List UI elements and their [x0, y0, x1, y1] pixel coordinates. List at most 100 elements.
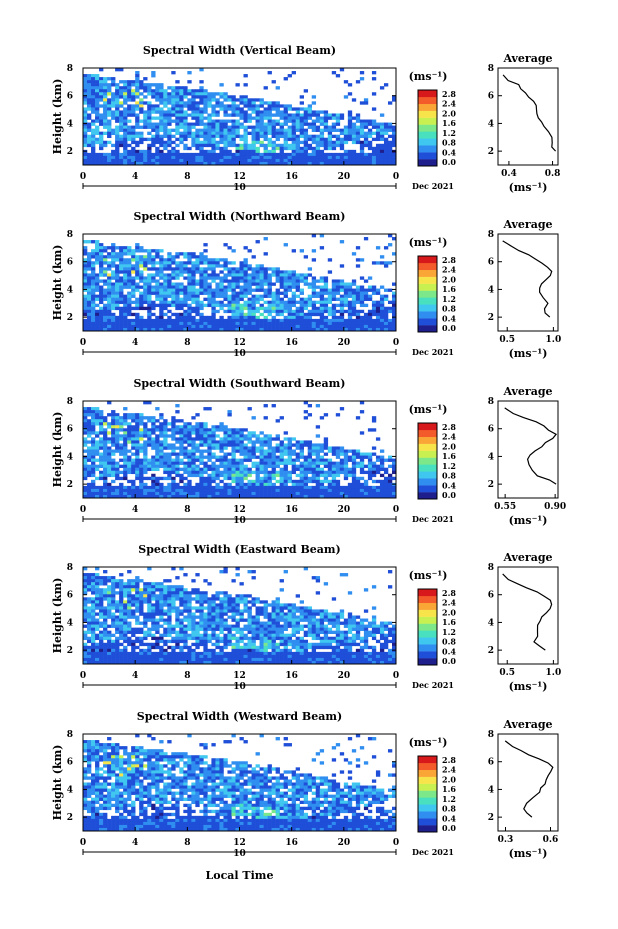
heatmap-cell	[191, 140, 196, 145]
heatmap-cell	[199, 428, 204, 432]
average-unit: (ms⁻¹)	[509, 514, 548, 527]
colorbar-segment	[418, 325, 437, 333]
heatmap-cell	[255, 155, 260, 160]
heatmap-cell	[103, 324, 108, 329]
heatmap-cell	[95, 567, 100, 571]
heatmap-cell	[119, 288, 124, 292]
heatmap-cell	[183, 461, 188, 465]
heatmap-cell	[123, 155, 128, 160]
heatmap-cell	[203, 422, 208, 426]
heatmap-cell	[287, 74, 292, 78]
x-tick-label: 16	[285, 172, 298, 182]
heatmap-cell	[171, 282, 176, 286]
heatmap-cell	[223, 485, 228, 490]
heatmap-cell	[175, 95, 180, 99]
heatmap-cell	[163, 161, 168, 166]
heatmap-cell	[247, 279, 252, 283]
heatmap-cell	[271, 318, 276, 323]
heatmap	[83, 234, 397, 332]
heatmap-cell	[91, 467, 96, 472]
heatmap-cell	[351, 140, 357, 145]
heatmap-cell	[227, 428, 232, 432]
heatmap-cell	[255, 137, 260, 142]
heatmap-cell	[143, 279, 148, 283]
heatmap-cell	[351, 324, 357, 329]
heatmap-cell	[207, 464, 212, 468]
heatmap-cell	[199, 482, 204, 487]
heatmap-cell	[175, 327, 180, 332]
heatmap-cell	[231, 110, 236, 114]
heatmap-cell	[123, 276, 128, 280]
heatmap-cell	[231, 491, 236, 496]
heatmap-cell	[363, 279, 369, 283]
heatmap-cell	[139, 264, 144, 268]
heatmap-cell	[219, 291, 224, 295]
heatmap-cell	[343, 137, 349, 142]
heatmap-cell	[239, 449, 244, 453]
heatmap-cell	[275, 279, 280, 283]
heatmap-cell	[187, 297, 192, 301]
heatmap-cell	[95, 80, 100, 84]
heatmap-cell	[391, 491, 397, 496]
average-line	[504, 407, 558, 485]
heatmap-cell	[231, 485, 236, 490]
heatmap-cell	[171, 119, 176, 123]
heatmap-cell	[111, 449, 116, 453]
heatmap-cell	[271, 458, 276, 462]
avg-y-tick-label: 8	[488, 397, 494, 407]
heatmap-cell	[155, 140, 160, 145]
heatmap-cell	[91, 285, 96, 289]
heatmap-cell	[299, 455, 304, 459]
heatmap-cell	[359, 461, 365, 465]
heatmap-cell	[331, 467, 337, 472]
heatmap-cell	[107, 291, 112, 295]
heatmap-cell	[299, 440, 304, 444]
heatmap-cell	[363, 125, 369, 129]
heatmap-cell	[115, 648, 120, 653]
heatmap-cell	[131, 80, 136, 84]
heatmap-cell	[319, 318, 325, 323]
heatmap-cell	[263, 270, 268, 274]
heatmap-cell	[275, 324, 280, 329]
heatmap-cell	[187, 327, 192, 332]
heatmap-cell	[267, 140, 272, 145]
heatmap-cell	[99, 68, 104, 72]
heatmap-cell	[191, 431, 196, 435]
heatmap-cell	[107, 161, 112, 166]
heatmap-cell	[215, 446, 220, 450]
heatmap-cell	[91, 327, 96, 332]
heatmap-cell	[299, 300, 304, 305]
heatmap-cell	[115, 92, 120, 96]
heatmap-cell	[267, 125, 272, 129]
heatmap-cell	[275, 294, 280, 298]
heatmap-cell	[135, 321, 140, 326]
heatmap-cell	[283, 494, 288, 499]
heatmap-cell	[347, 137, 353, 142]
heatmap-cell	[355, 455, 361, 459]
heatmap-cell	[319, 303, 325, 308]
heatmap-cell	[291, 449, 296, 453]
heatmap-cell	[283, 122, 288, 126]
heatmap-cell	[203, 255, 208, 259]
heatmap-cell	[87, 279, 92, 283]
heatmap-cell	[267, 482, 272, 487]
heatmap-cell	[383, 83, 389, 87]
heatmap-cell	[227, 113, 232, 117]
heatmap-cell	[95, 612, 100, 616]
x-tick-label: 20	[338, 172, 351, 182]
heatmap-cell	[131, 98, 136, 102]
heatmap-cell	[271, 104, 276, 108]
heatmap-cell	[347, 470, 353, 475]
heatmap-cell	[323, 452, 329, 456]
heatmap-cell	[311, 128, 317, 132]
heatmap-cell	[215, 434, 220, 438]
heatmap-cell	[95, 155, 100, 160]
heatmap-cell	[107, 606, 112, 610]
heatmap-cell	[219, 494, 224, 499]
heatmap-cell	[139, 300, 144, 305]
heatmap-cell	[331, 461, 337, 465]
heatmap-cell	[359, 134, 365, 139]
heatmap-cell	[391, 155, 397, 160]
heatmap-cell	[147, 122, 152, 126]
